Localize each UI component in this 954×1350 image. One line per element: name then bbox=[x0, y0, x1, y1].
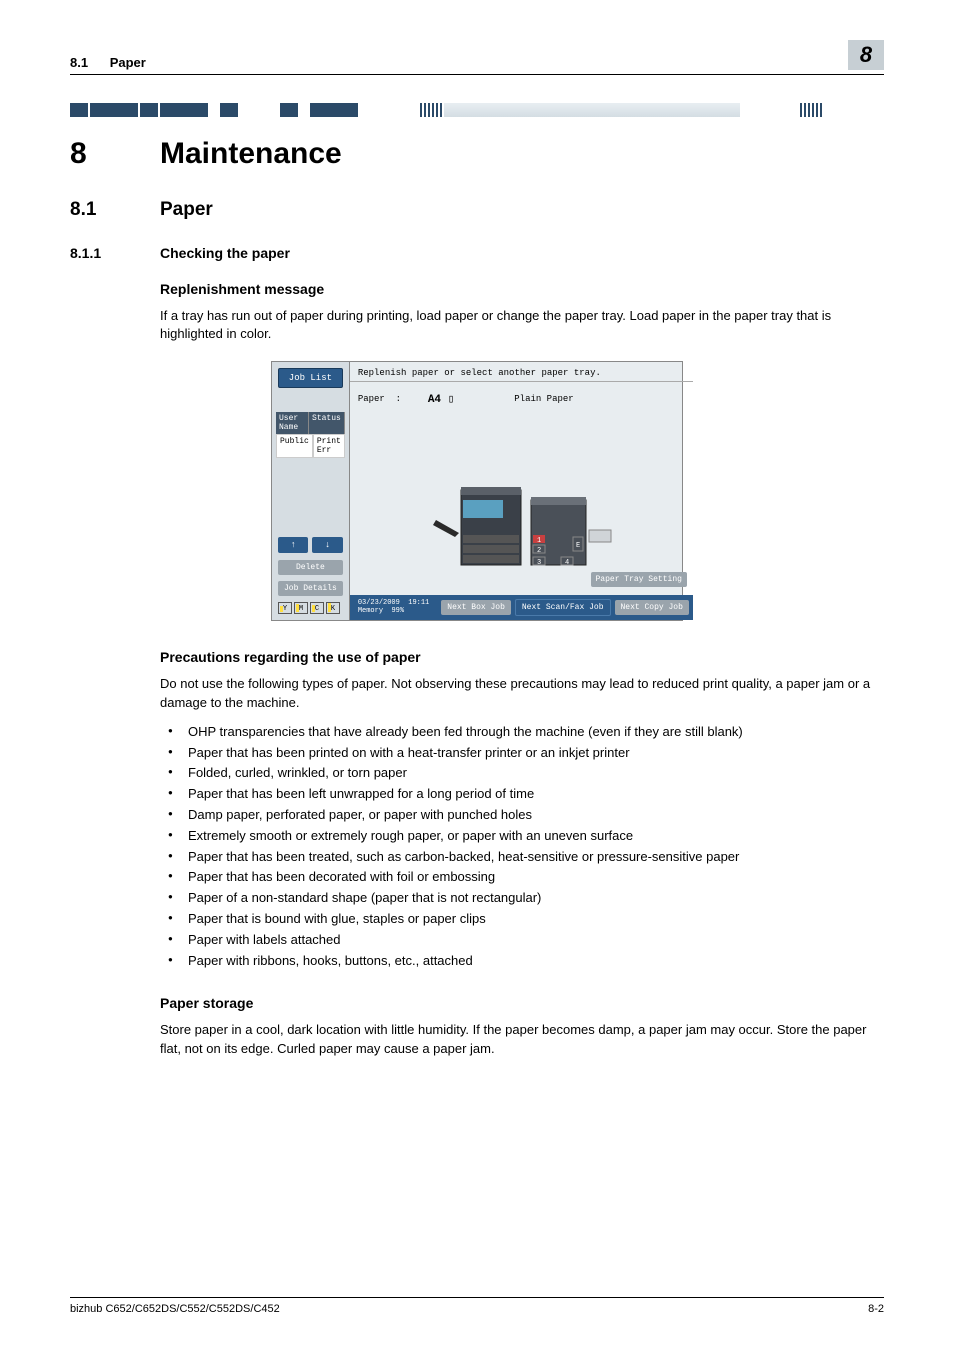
section-title: Paper bbox=[160, 199, 213, 220]
storage-heading: Paper storage bbox=[160, 995, 884, 1011]
datetime-info: 03/23/2009 19:11 Memory 99% bbox=[354, 600, 433, 615]
toner-k-icon: K bbox=[326, 602, 340, 614]
status-col-user: User Name bbox=[276, 412, 309, 434]
replenishment-heading: Replenishment message bbox=[160, 281, 884, 297]
toner-c-icon: C bbox=[310, 602, 324, 614]
printer-diagram: 1 2 3 4 E Paper Tray Setting bbox=[350, 416, 693, 595]
panel-sidebar: Job List User Name Status Public Print E… bbox=[272, 362, 350, 620]
footer-model: bizhub C652/C652DS/C552/C552DS/C452 bbox=[70, 1303, 280, 1315]
panel-message: Replenish paper or select another paper … bbox=[350, 362, 693, 382]
panel-bottom-bar: 03/23/2009 19:11 Memory 99% Next Box Job… bbox=[350, 595, 693, 620]
replenishment-block: Replenishment message If a tray has run … bbox=[70, 281, 884, 621]
subsection-title: Checking the paper bbox=[160, 245, 290, 261]
page-header: 8.1 Paper 8 bbox=[70, 40, 884, 75]
precautions-list: OHP transparencies that have already bee… bbox=[160, 722, 884, 972]
status-cell-user: Public bbox=[276, 434, 313, 458]
decor-stripe bbox=[70, 103, 884, 117]
printer-icon: 1 2 3 4 E bbox=[421, 475, 621, 585]
status-header: User Name Status bbox=[276, 412, 345, 434]
footer-page: 8-2 bbox=[868, 1303, 884, 1315]
next-scan-fax-job-button[interactable]: Next Scan/Fax Job bbox=[515, 599, 611, 616]
running-head-num: 8.1 bbox=[70, 55, 88, 70]
page-footer: bizhub C652/C652DS/C552/C552DS/C452 8-2 bbox=[70, 1297, 884, 1315]
status-cell-status: Print Err bbox=[313, 434, 345, 458]
job-details-button[interactable]: Job Details bbox=[278, 581, 343, 596]
list-item: Damp paper, perforated paper, or paper w… bbox=[160, 805, 884, 826]
running-head-title: Paper bbox=[110, 55, 146, 70]
list-item: Paper with labels attached bbox=[160, 930, 884, 951]
chapter-number: 8 bbox=[70, 137, 160, 171]
subsection-number: 8.1.1 bbox=[70, 245, 160, 261]
list-item: Paper that is bound with glue, staples o… bbox=[160, 909, 884, 930]
paper-label: Paper : bbox=[358, 394, 408, 404]
replenishment-body: If a tray has run out of paper during pr… bbox=[160, 307, 884, 343]
chapter-badge: 8 bbox=[848, 40, 884, 70]
list-item: Paper that has been printed on with a he… bbox=[160, 743, 884, 764]
toner-levels: Y M C K bbox=[278, 602, 343, 614]
arrow-down-button[interactable]: ↓ bbox=[312, 537, 342, 553]
panel-main: Replenish paper or select another paper … bbox=[350, 362, 693, 620]
delete-button[interactable]: Delete bbox=[278, 560, 343, 575]
printer-panel-screenshot: Job List User Name Status Public Print E… bbox=[271, 361, 683, 621]
list-item: Paper that has been left unwrapped for a… bbox=[160, 784, 884, 805]
toner-y-icon: Y bbox=[278, 602, 292, 614]
list-item: Extremely smooth or extremely rough pape… bbox=[160, 826, 884, 847]
status-row[interactable]: Public Print Err bbox=[276, 434, 345, 458]
running-head: 8.1 Paper bbox=[70, 55, 146, 70]
list-item: Paper of a non-standard shape (paper tha… bbox=[160, 888, 884, 909]
screenshot-figure: Job List User Name Status Public Print E… bbox=[70, 361, 884, 621]
precautions-block: Precautions regarding the use of paper D… bbox=[70, 649, 884, 971]
svg-text:2: 2 bbox=[537, 547, 541, 555]
svg-text:3: 3 bbox=[537, 559, 541, 567]
job-list-button[interactable]: Job List bbox=[278, 368, 343, 388]
svg-text:E: E bbox=[576, 542, 580, 550]
svg-text:4: 4 bbox=[565, 559, 569, 567]
storage-block: Paper storage Store paper in a cool, dar… bbox=[70, 995, 884, 1057]
status-col-status: Status bbox=[309, 412, 345, 434]
scroll-arrows: ↑ ↓ bbox=[278, 537, 343, 553]
storage-body: Store paper in a cool, dark location wit… bbox=[160, 1021, 884, 1057]
list-item: Paper that has been decorated with foil … bbox=[160, 867, 884, 888]
chapter-heading: 8Maintenance bbox=[70, 137, 884, 171]
chapter-title: Maintenance bbox=[160, 137, 342, 170]
precautions-heading: Precautions regarding the use of paper bbox=[160, 649, 884, 665]
section-number: 8.1 bbox=[70, 199, 160, 221]
paper-size: A4 ▯ bbox=[428, 392, 454, 406]
subsection-heading: 8.1.1Checking the paper bbox=[70, 245, 884, 261]
toner-m-icon: M bbox=[294, 602, 308, 614]
next-copy-job-button[interactable]: Next Copy Job bbox=[615, 600, 689, 615]
paper-tray-setting-button[interactable]: Paper Tray Setting bbox=[591, 572, 687, 587]
next-box-job-button[interactable]: Next Box Job bbox=[441, 600, 511, 615]
list-item: Folded, curled, wrinkled, or torn paper bbox=[160, 763, 884, 784]
precautions-intro: Do not use the following types of paper.… bbox=[160, 675, 884, 711]
list-item: Paper that has been treated, such as car… bbox=[160, 847, 884, 868]
section-heading: 8.1Paper bbox=[70, 199, 884, 221]
paper-type: Plain Paper bbox=[514, 394, 573, 404]
arrow-up-button[interactable]: ↑ bbox=[278, 537, 308, 553]
paper-info: Paper : A4 ▯ Plain Paper bbox=[350, 382, 693, 416]
svg-text:1: 1 bbox=[537, 537, 541, 545]
list-item: Paper with ribbons, hooks, buttons, etc.… bbox=[160, 951, 884, 972]
list-item: OHP transparencies that have already bee… bbox=[160, 722, 884, 743]
